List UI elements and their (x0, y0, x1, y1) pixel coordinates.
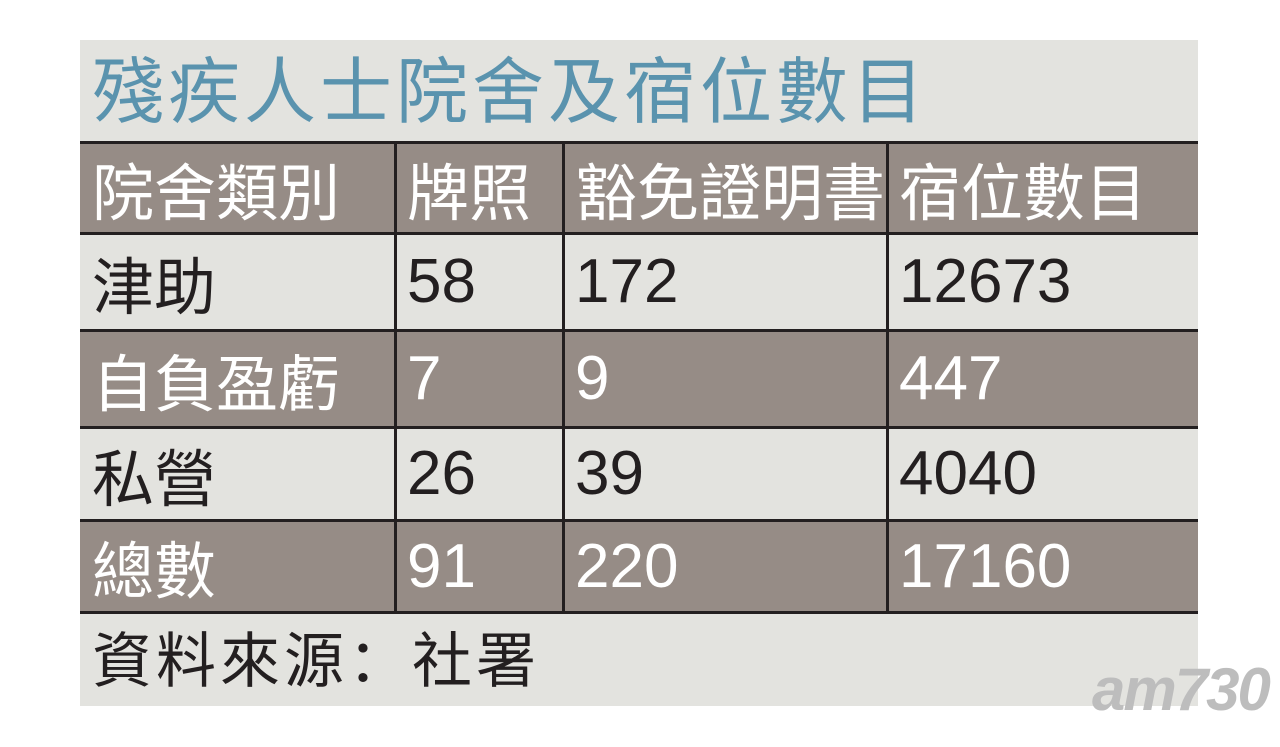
header-cell: 豁免證明書 (575, 159, 886, 229)
table-cell: 4040 (899, 439, 1037, 508)
table-cell: 17160 (899, 531, 1072, 601)
row-band (80, 142, 1198, 233)
table-cell: 220 (575, 531, 679, 601)
source: 資料來源：社署 (92, 628, 540, 695)
row-border (80, 141, 1198, 144)
row-border (80, 232, 1198, 235)
header-cell: 院舍類別 (92, 159, 341, 229)
table-cell: 7 (407, 344, 442, 413)
row-border (80, 519, 1198, 522)
table-cell: 91 (407, 531, 476, 601)
title: 殘疾人士院舍及宿位數目 (92, 53, 929, 133)
watermark: am730 (1092, 656, 1271, 723)
row-border (80, 329, 1198, 332)
row-band (80, 233, 1198, 330)
row-border (80, 426, 1198, 429)
table-cell: 58 (407, 247, 476, 316)
table-cell: 自負盈虧 (92, 350, 341, 420)
header-cell: 牌照 (407, 159, 532, 229)
column-border (886, 142, 889, 613)
table-cell: 私營 (92, 445, 217, 515)
table-cell: 172 (575, 247, 679, 316)
table-cell: 39 (575, 439, 644, 508)
table-cell: 總數 (92, 538, 217, 607)
table-cell: 447 (899, 344, 1003, 413)
table-cell: 津助 (92, 253, 217, 323)
column-border (394, 142, 397, 613)
row-band (80, 520, 1198, 612)
column-border (562, 142, 565, 613)
table-cell: 9 (575, 344, 610, 413)
row-band (80, 427, 1198, 520)
row-border (80, 611, 1198, 614)
table-cell: 12673 (899, 247, 1072, 316)
header-cell: 宿位數目 (899, 159, 1148, 229)
table-cell: 26 (407, 439, 476, 508)
row-band (80, 330, 1198, 427)
